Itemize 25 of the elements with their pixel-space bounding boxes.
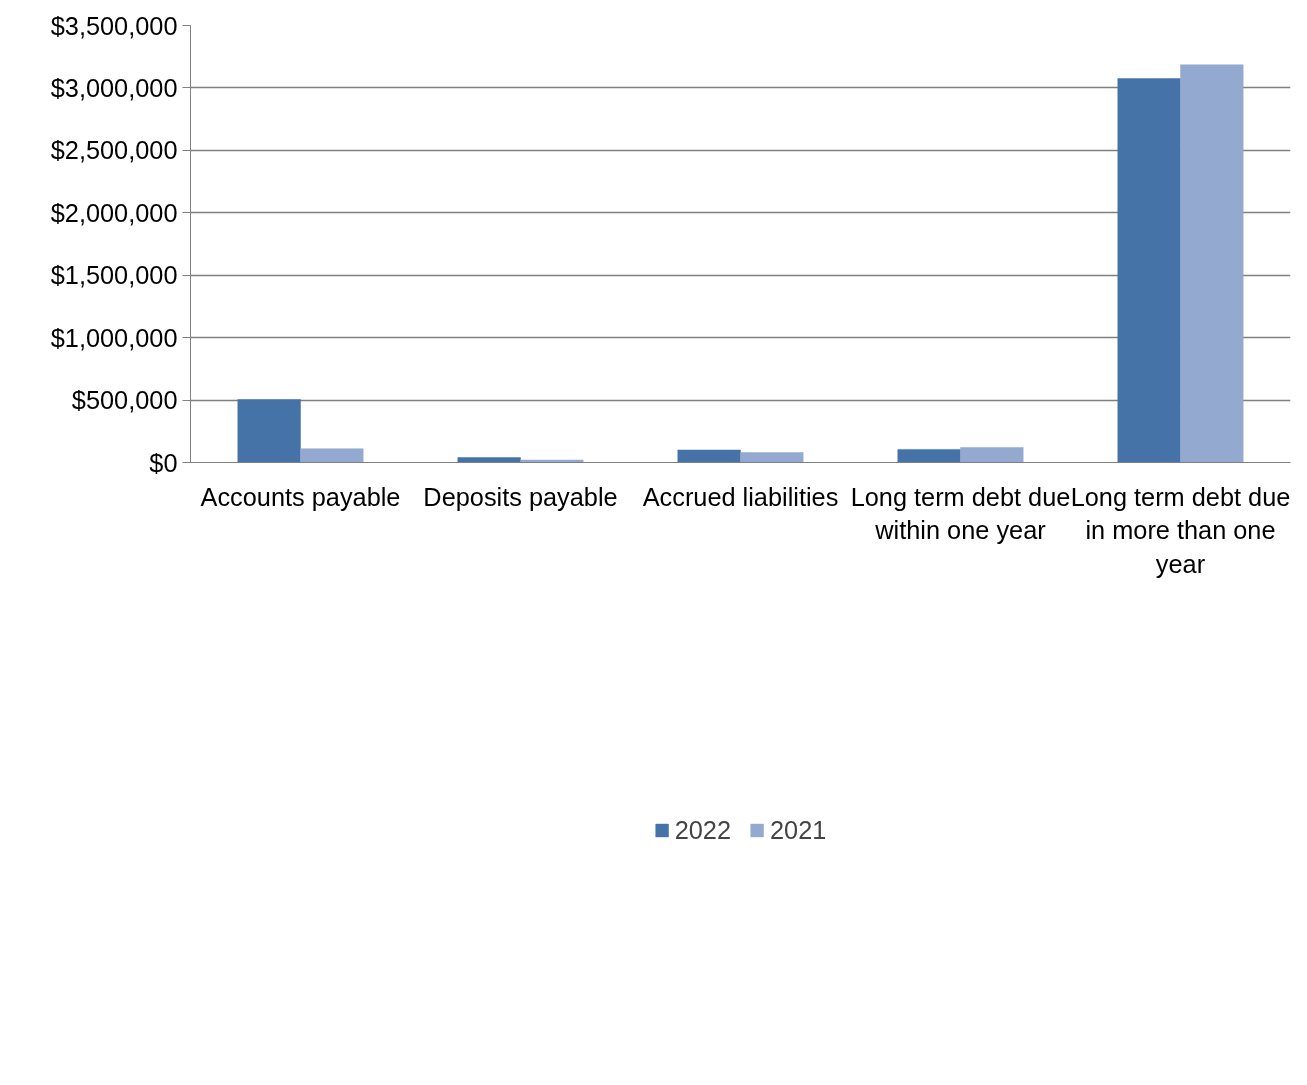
bar: [1117, 78, 1181, 463]
bar: [677, 449, 741, 463]
bar: [300, 448, 364, 463]
y-tick-label: $1,000,000: [50, 323, 178, 352]
x-tick-label: Deposits payable: [423, 482, 618, 511]
bar: [740, 452, 804, 463]
x-tick-label: Accounts payable: [200, 482, 401, 511]
bar: [960, 447, 1024, 463]
bar: [237, 399, 301, 463]
y-tick-label: $3,000,000: [50, 73, 178, 102]
y-tick-label: $3,500,000: [50, 11, 178, 40]
bar: [457, 457, 521, 463]
x-tick-label: Long term debt due in more than one year: [1070, 482, 1291, 578]
x-tick-label: Accrued liabilities: [642, 482, 839, 511]
y-tick-label: $500,000: [71, 386, 178, 415]
y-tick-label: $2,000,000: [50, 198, 178, 227]
legend-label: 2022: [674, 815, 731, 845]
y-tick-label: $1,500,000: [50, 261, 178, 290]
bar: [520, 459, 584, 463]
y-tick-label: $0: [149, 448, 178, 477]
y-tick-label: $2,500,000: [50, 136, 178, 165]
bar: [1180, 64, 1244, 463]
bar: [897, 449, 961, 463]
legend-label: 2021: [770, 815, 827, 845]
x-tick-label: Long term debt due within one year: [850, 482, 1071, 545]
